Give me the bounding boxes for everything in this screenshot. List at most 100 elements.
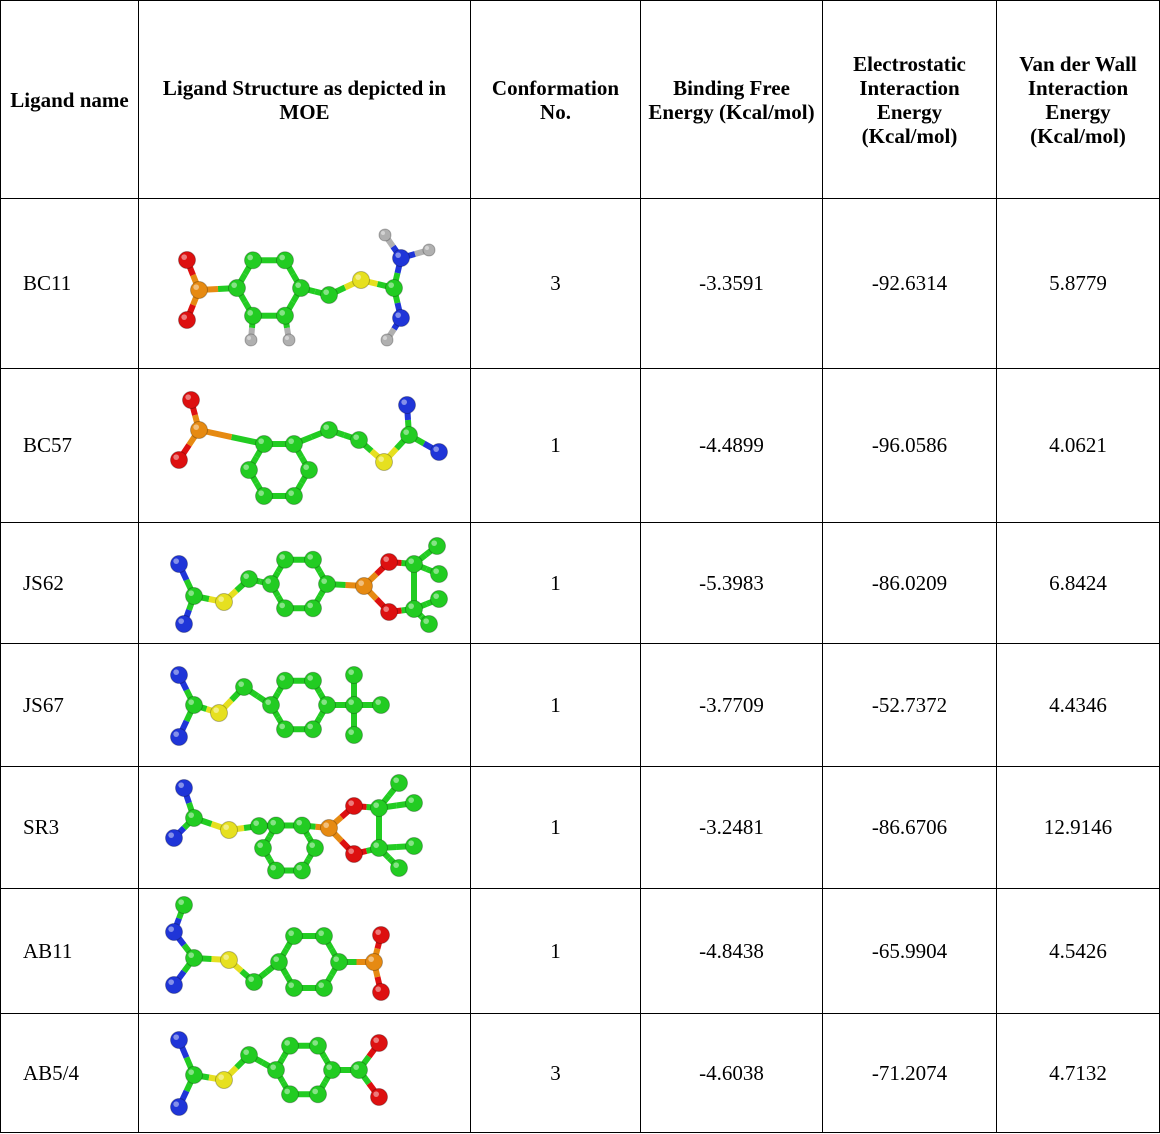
atom-highlight (247, 336, 251, 340)
atom (186, 949, 203, 966)
ligand-structure (139, 1015, 469, 1132)
atom-highlight (243, 1049, 249, 1055)
atom (305, 551, 322, 568)
value-cell: -3.3591 (641, 199, 823, 369)
atom (268, 1061, 285, 1078)
atom-highlight (178, 618, 184, 624)
value-cell: -92.6314 (823, 199, 997, 369)
value-cell: 12.9146 (997, 767, 1160, 889)
atom-highlight (425, 246, 429, 250)
atom-highlight (378, 456, 384, 462)
atom-highlight (321, 578, 327, 584)
value-cell: 1 (471, 523, 641, 644)
value-cell: -4.4899 (641, 369, 823, 523)
atom (316, 927, 333, 944)
atom-highlight (173, 669, 179, 675)
structure-cell (139, 767, 471, 889)
atom (371, 1088, 388, 1105)
atom-highlight (296, 819, 302, 825)
atom-highlight (395, 312, 401, 318)
value-cell: 1 (471, 369, 641, 523)
atom-highlight (193, 284, 199, 290)
atom-highlight (431, 540, 437, 546)
column-header: Conformation No. (471, 1, 641, 199)
value-cell: 3 (471, 1014, 641, 1133)
atom (319, 575, 336, 592)
atom-highlight (393, 777, 399, 783)
atom-highlight (373, 1091, 379, 1097)
atom (406, 555, 423, 572)
ligand-name: JS67 (1, 644, 139, 767)
atom-highlight (243, 464, 249, 470)
atom-highlight (309, 842, 315, 848)
atom-highlight (303, 464, 309, 470)
atom (282, 1085, 299, 1102)
ligand-name: SR3 (1, 767, 139, 889)
atom-highlight (265, 578, 271, 584)
value-cell: 1 (471, 644, 641, 767)
atom-highlight (433, 593, 439, 599)
value-cell: -86.0209 (823, 523, 997, 644)
atom-highlight (270, 819, 276, 825)
atom (386, 279, 403, 296)
atom-highlight (181, 254, 187, 260)
atom-highlight (288, 982, 294, 988)
atom (324, 1061, 341, 1078)
value-cell: -4.8438 (641, 889, 823, 1014)
atom (321, 421, 338, 438)
atom-highlight (223, 954, 229, 960)
value-cell: -3.7709 (641, 644, 823, 767)
ligand-name: AB11 (1, 889, 139, 1014)
atom (221, 951, 238, 968)
atom (255, 839, 272, 856)
atom-highlight (181, 314, 187, 320)
atom (245, 307, 262, 324)
atom (171, 1098, 188, 1115)
atom (401, 426, 418, 443)
atom-highlight (348, 848, 354, 854)
atom-highlight (393, 862, 399, 868)
atom-highlight (288, 438, 294, 444)
atom (246, 973, 263, 990)
atom (176, 896, 193, 913)
atom (381, 334, 393, 346)
atom (356, 577, 373, 594)
atom (423, 244, 435, 256)
value-cell: -86.6706 (823, 767, 997, 889)
atom (305, 599, 322, 616)
atom-highlight (408, 797, 414, 803)
atom-highlight (173, 558, 179, 564)
ligand-table: Ligand nameLigand Structure as depicted … (0, 0, 1160, 1133)
atom (229, 279, 246, 296)
atom (166, 923, 183, 940)
atom-highlight (168, 979, 174, 985)
atom (305, 672, 322, 689)
atom (191, 281, 208, 298)
atom-highlight (279, 554, 285, 560)
atom-highlight (223, 824, 229, 830)
atom-highlight (279, 675, 285, 681)
atom-highlight (270, 864, 276, 870)
atom (268, 862, 285, 879)
atom (256, 435, 273, 452)
atom-highlight (238, 681, 244, 687)
atom (171, 451, 188, 468)
atom (186, 1066, 203, 1083)
atom-highlight (348, 699, 354, 705)
structure-cell (139, 199, 471, 369)
ligand-structure (139, 890, 469, 1013)
atom-highlight (323, 822, 329, 828)
atom (371, 839, 388, 856)
atom (286, 927, 303, 944)
atom-highlight (433, 446, 439, 452)
structure-cell (139, 369, 471, 523)
atom (186, 809, 203, 826)
value-cell: 4.7132 (997, 1014, 1160, 1133)
atom (301, 461, 318, 478)
atom (431, 590, 448, 607)
atom (373, 696, 390, 713)
